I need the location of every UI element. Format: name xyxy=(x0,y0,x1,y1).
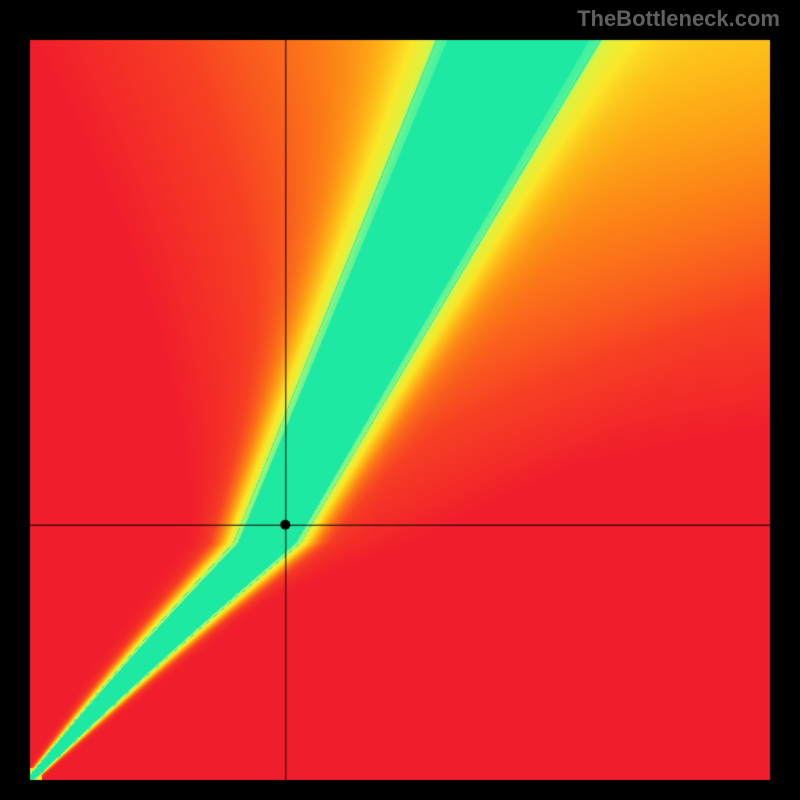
watermark-text: TheBottleneck.com xyxy=(577,6,780,32)
bottleneck-heatmap xyxy=(0,0,800,800)
chart-container: TheBottleneck.com xyxy=(0,0,800,800)
